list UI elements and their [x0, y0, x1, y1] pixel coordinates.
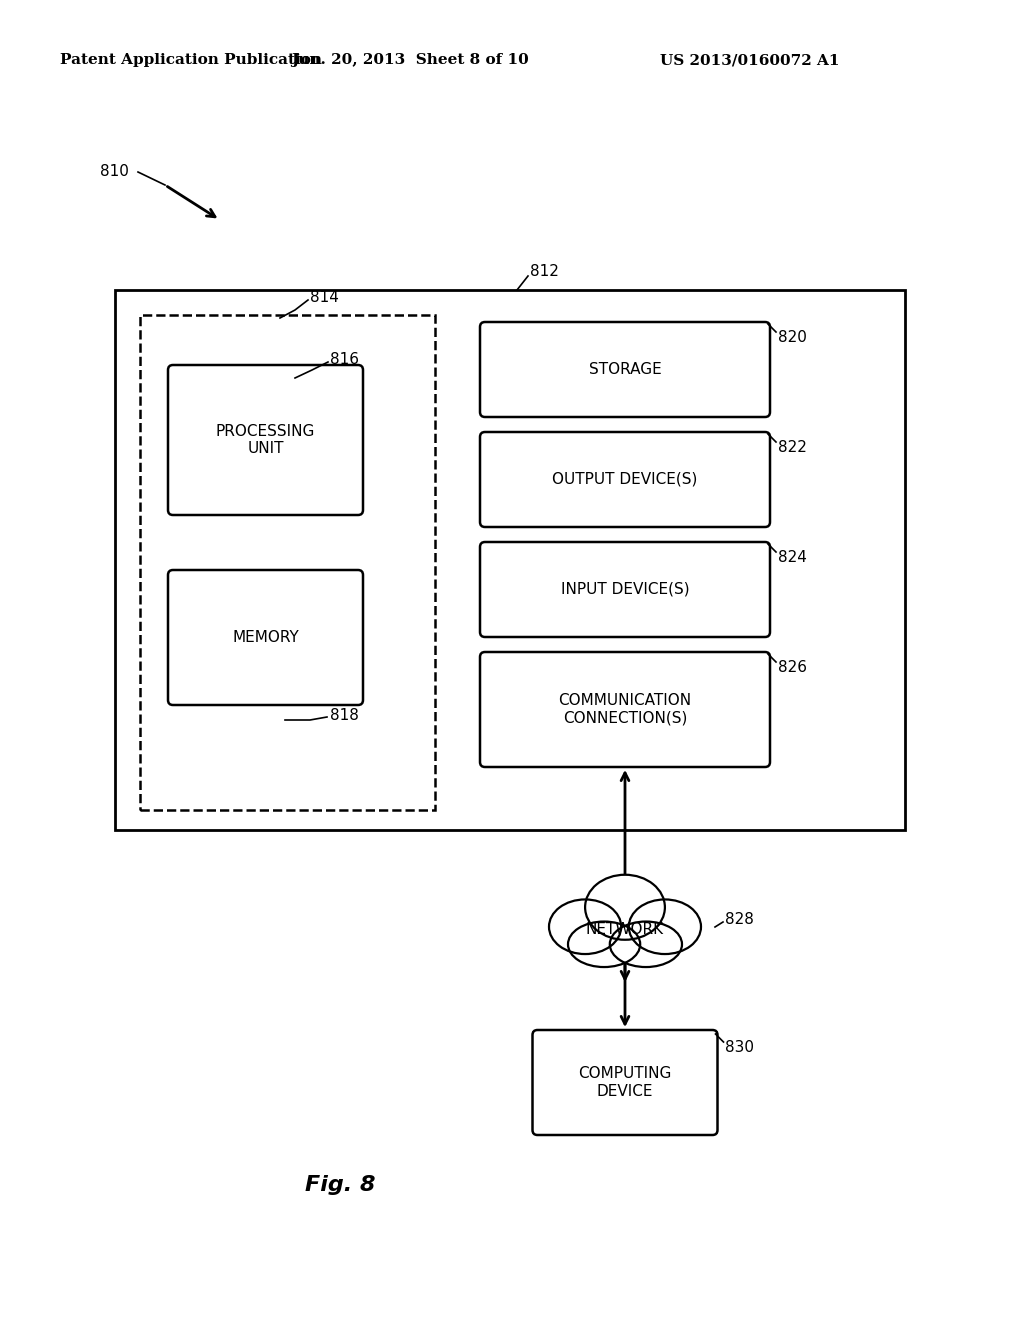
Text: Patent Application Publication: Patent Application Publication: [60, 53, 322, 67]
Text: Fig. 8: Fig. 8: [305, 1175, 375, 1195]
Text: 828: 828: [725, 912, 754, 928]
Text: US 2013/0160072 A1: US 2013/0160072 A1: [660, 53, 840, 67]
Text: INPUT DEVICE(S): INPUT DEVICE(S): [561, 582, 689, 597]
FancyBboxPatch shape: [168, 366, 362, 515]
FancyBboxPatch shape: [480, 652, 770, 767]
Text: 814: 814: [310, 290, 339, 305]
Text: PROCESSING
UNIT: PROCESSING UNIT: [216, 424, 315, 457]
Text: STORAGE: STORAGE: [589, 362, 662, 378]
Text: Jun. 20, 2013  Sheet 8 of 10: Jun. 20, 2013 Sheet 8 of 10: [291, 53, 528, 67]
Bar: [115, 290, 905, 830]
Text: NETWORK: NETWORK: [586, 923, 664, 937]
FancyBboxPatch shape: [480, 432, 770, 527]
Text: OUTPUT DEVICE(S): OUTPUT DEVICE(S): [552, 473, 697, 487]
Text: 824: 824: [778, 550, 807, 565]
Text: 826: 826: [778, 660, 807, 675]
Bar: [140, 315, 435, 810]
FancyBboxPatch shape: [480, 543, 770, 638]
Text: 820: 820: [778, 330, 807, 345]
FancyBboxPatch shape: [532, 1030, 718, 1135]
Ellipse shape: [629, 899, 701, 954]
Ellipse shape: [549, 899, 622, 954]
FancyBboxPatch shape: [168, 570, 362, 705]
FancyBboxPatch shape: [480, 322, 770, 417]
Text: MEMORY: MEMORY: [232, 630, 299, 645]
Ellipse shape: [585, 875, 665, 940]
Text: COMMUNICATION
CONNECTION(S): COMMUNICATION CONNECTION(S): [558, 693, 691, 726]
Text: 830: 830: [725, 1040, 755, 1055]
Text: COMPUTING
DEVICE: COMPUTING DEVICE: [579, 1067, 672, 1098]
Ellipse shape: [568, 921, 640, 968]
Text: 810: 810: [100, 165, 129, 180]
Ellipse shape: [610, 921, 682, 968]
Text: 816: 816: [330, 352, 359, 367]
Text: 822: 822: [778, 440, 807, 455]
Text: 812: 812: [530, 264, 559, 280]
Text: 818: 818: [330, 708, 358, 722]
